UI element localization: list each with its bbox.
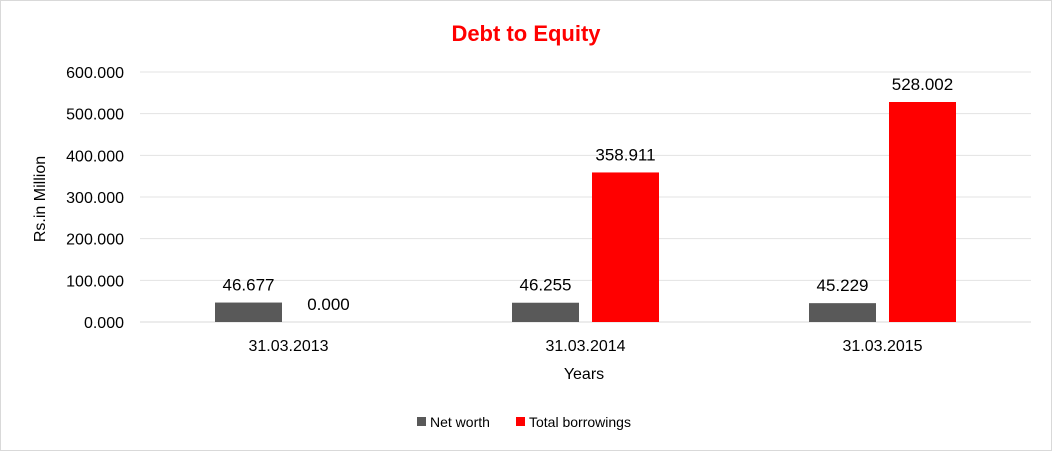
x-axis-label: Years [564, 366, 604, 383]
bars [215, 101, 956, 322]
bar-net-worth [809, 303, 876, 322]
data-labels: 46.677 0.000 46.255 358.911 45.229 528.002 [223, 75, 954, 314]
bar-net-worth [512, 302, 579, 322]
y-tick-label: 200.000 [66, 232, 124, 249]
y-tick-label: 600.000 [66, 65, 124, 82]
data-label: 46.677 [223, 276, 275, 295]
y-tick-label: 300.000 [66, 190, 124, 207]
x-tick-label: 31.03.2014 [545, 338, 625, 355]
bar-net-worth [215, 302, 282, 322]
x-tick-label: 31.03.2015 [842, 338, 922, 355]
y-tick-label: 0.000 [84, 315, 124, 332]
gridlines [140, 71, 1031, 323]
legend-swatch [417, 417, 426, 426]
bar-total-borrowings [592, 172, 659, 322]
y-tick-label: 500.000 [66, 107, 124, 124]
data-label: 528.002 [892, 75, 953, 94]
y-axis-ticks: 0.000 100.000 200.000 300.000 400.000 500.000… [66, 65, 124, 332]
x-axis-ticks: 31.03.2013 31.03.2014 31.03.2015 [248, 338, 922, 355]
data-label: 46.255 [520, 276, 572, 295]
y-tick-label: 400.000 [66, 148, 124, 165]
y-tick-label: 100.000 [66, 273, 124, 290]
x-tick-label: 31.03.2013 [248, 338, 328, 355]
legend-label: Total borrowings [529, 414, 631, 430]
legend-label: Net worth [430, 414, 490, 430]
bar-total-borrowings [889, 101, 956, 322]
data-label: 45.229 [817, 276, 869, 295]
legend: Net worth Total borrowings [417, 414, 631, 430]
data-label: 0.000 [307, 295, 350, 314]
chart-title: Debt to Equity [451, 21, 601, 46]
legend-swatch [516, 417, 525, 426]
data-label: 358.911 [595, 145, 655, 164]
y-axis-label: Rs.in Million [32, 156, 49, 242]
